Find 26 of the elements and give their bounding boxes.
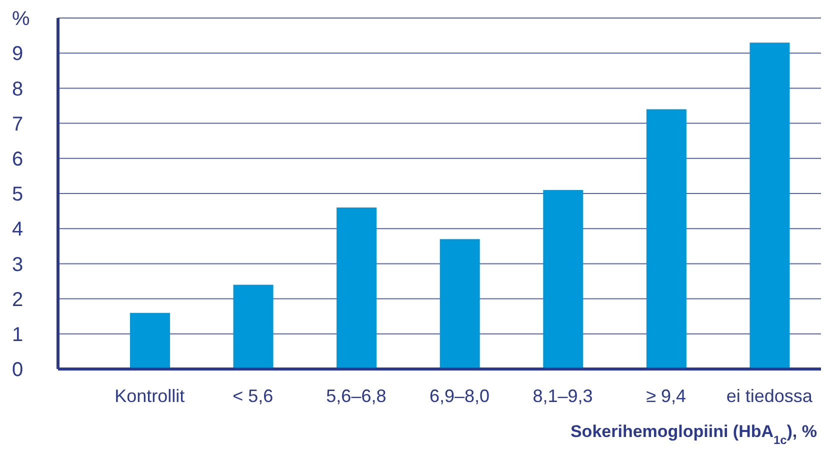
bar [543, 190, 584, 369]
y-tick-label: % [12, 8, 30, 30]
x-tick-label: 6,9–8,0 [429, 386, 490, 406]
y-tick-label: 5 [12, 184, 24, 206]
bar [440, 239, 480, 369]
bar [646, 109, 686, 369]
y-tick-label: 8 [12, 78, 24, 100]
bar [233, 284, 274, 369]
x-tick-label: ei tiedossa [726, 386, 814, 406]
y-tick-label: 0 [12, 359, 24, 382]
y-tick-label: 4 [12, 218, 24, 241]
y-tick-label: 7 [12, 113, 24, 136]
y-tick-label: 1 [12, 324, 24, 346]
x-tick-label: Kontrollit [114, 386, 185, 406]
x-tick-label: 5,6–6,8 [326, 386, 386, 406]
x-tick-label: 8,1–9,3 [532, 386, 593, 406]
x-tick-label: ≥ 9,4 [646, 386, 686, 406]
bar [336, 208, 377, 369]
y-tick-label: 6 [12, 148, 24, 170]
bar [130, 312, 170, 369]
y-tick-label: 2 [12, 288, 24, 311]
y-tick-label: 9 [12, 43, 24, 66]
y-tick-label: 3 [12, 254, 24, 276]
bar [750, 42, 790, 369]
x-tick-label: < 5,6 [232, 386, 274, 406]
x-axis-title: Sokerihemoglopiini (HbA$_{1c}$), % [570, 422, 817, 447]
